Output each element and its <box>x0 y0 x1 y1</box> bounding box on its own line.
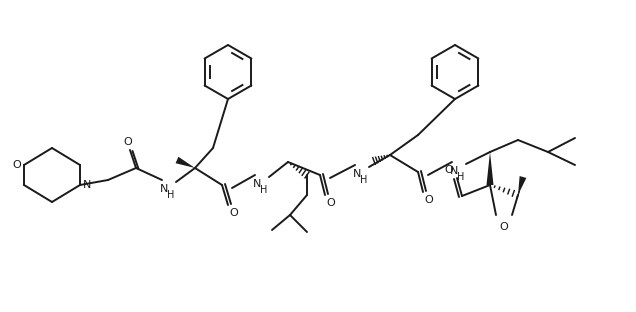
Text: O: O <box>445 165 453 175</box>
Text: O: O <box>123 137 132 147</box>
Text: H: H <box>361 175 368 185</box>
Text: N: N <box>160 184 168 194</box>
Text: O: O <box>425 195 433 205</box>
Text: O: O <box>327 198 335 208</box>
Text: H: H <box>260 185 268 195</box>
Text: H: H <box>457 172 465 182</box>
Text: H: H <box>167 190 175 200</box>
Polygon shape <box>487 152 494 185</box>
Text: N: N <box>253 179 261 189</box>
Text: O: O <box>500 222 508 232</box>
Text: N: N <box>83 180 91 190</box>
Text: O: O <box>13 160 22 170</box>
Text: N: N <box>353 169 361 179</box>
Text: N: N <box>450 166 458 176</box>
Polygon shape <box>176 157 195 168</box>
Text: O: O <box>230 208 238 218</box>
Polygon shape <box>518 176 527 195</box>
